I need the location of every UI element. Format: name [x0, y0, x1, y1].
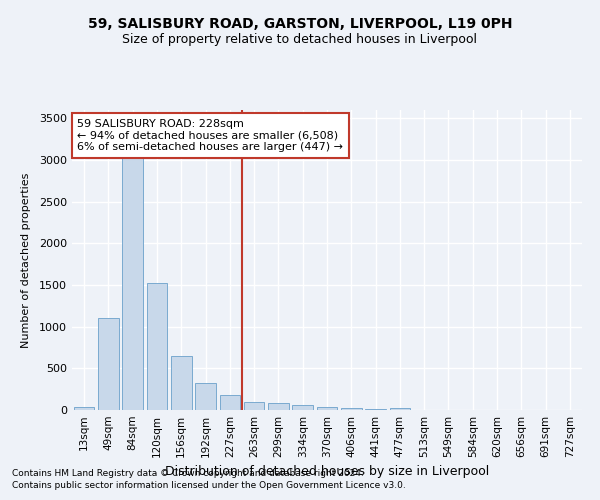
- Y-axis label: Number of detached properties: Number of detached properties: [20, 172, 31, 348]
- Text: Size of property relative to detached houses in Liverpool: Size of property relative to detached ho…: [122, 32, 478, 46]
- Bar: [74, 406, 94, 410]
- Bar: [146, 284, 167, 410]
- Text: 59, SALISBURY ROAD, GARSTON, LIVERPOOL, L19 0PH: 59, SALISBURY ROAD, GARSTON, LIVERPOOL, …: [88, 18, 512, 32]
- X-axis label: Distribution of detached houses by size in Liverpool: Distribution of detached houses by size …: [165, 466, 489, 478]
- Bar: [317, 407, 337, 410]
- Text: Contains HM Land Registry data © Crown copyright and database right 2024.: Contains HM Land Registry data © Crown c…: [12, 468, 364, 477]
- Bar: [98, 318, 119, 410]
- Bar: [195, 382, 216, 410]
- Bar: [389, 408, 410, 410]
- Text: 59 SALISBURY ROAD: 228sqm
← 94% of detached houses are smaller (6,508)
6% of sem: 59 SALISBURY ROAD: 228sqm ← 94% of detac…: [77, 119, 343, 152]
- Bar: [244, 402, 265, 410]
- Bar: [341, 408, 362, 410]
- Bar: [171, 356, 191, 410]
- Bar: [268, 404, 289, 410]
- Text: Contains public sector information licensed under the Open Government Licence v3: Contains public sector information licen…: [12, 481, 406, 490]
- Bar: [122, 126, 143, 410]
- Bar: [220, 395, 240, 410]
- Bar: [292, 406, 313, 410]
